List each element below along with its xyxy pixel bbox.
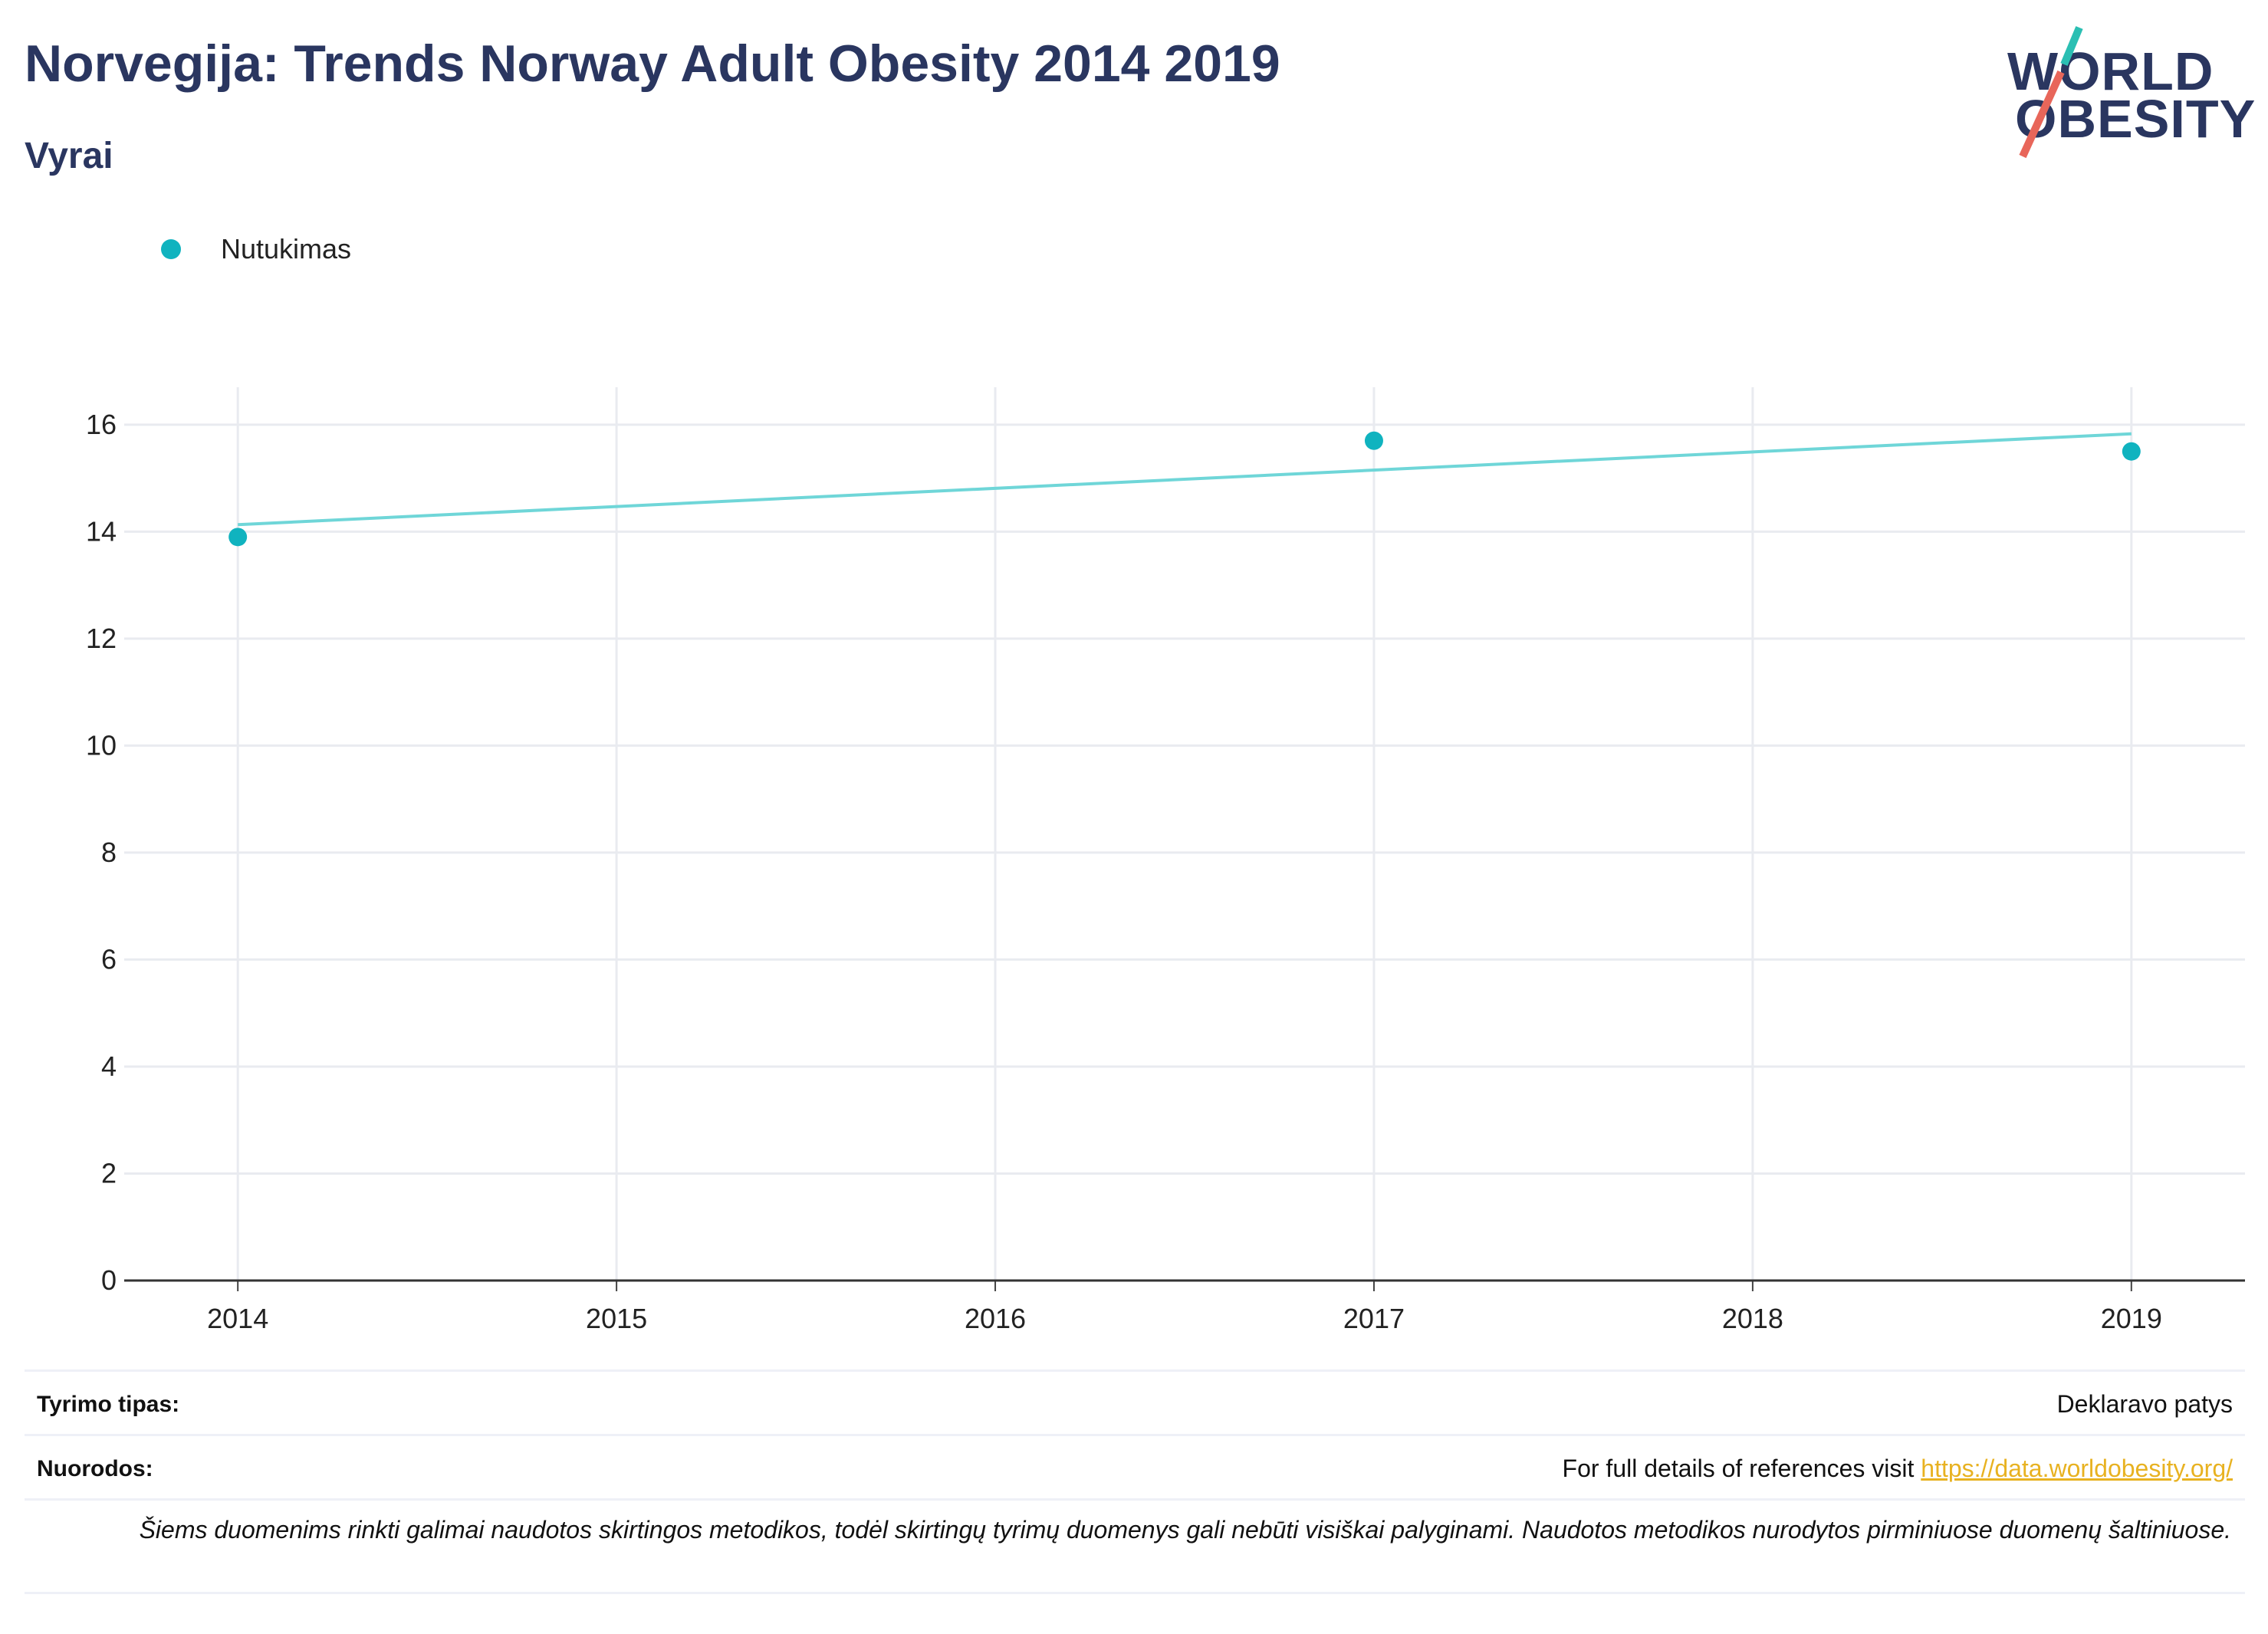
methodology-note: Šiems duomenims rinkti galimai naudotos …	[139, 1516, 2231, 1544]
x-tick-label: 2016	[965, 1303, 1026, 1334]
info-row-survey-type: Tyrimo tipas: Deklaravo patys	[25, 1369, 2245, 1435]
survey-type-value: Deklaravo patys	[2056, 1390, 2233, 1418]
bottom-divider	[25, 1592, 2245, 1594]
legend-label-nutukimas: Nutukimas	[221, 233, 352, 265]
logo-text-obesity: OBESITY	[2015, 89, 2256, 149]
y-tick-label: 16	[86, 409, 117, 440]
y-tick-label: 4	[101, 1050, 117, 1082]
trendline	[238, 432, 2132, 527]
y-tick-label: 2	[101, 1157, 117, 1189]
y-tick-label: 10	[86, 729, 117, 761]
y-tick-label: 8	[101, 837, 117, 868]
x-tick-label: 2015	[586, 1303, 647, 1334]
info-row-divider	[25, 1498, 2245, 1501]
world-obesity-logo[interactable]: WORLD OBESITY	[1994, 21, 2256, 167]
y-tick-label: 14	[86, 515, 117, 547]
references-text: For full details of references visit	[1562, 1455, 1915, 1482]
grid-lines	[124, 387, 2245, 1281]
data-point	[1364, 431, 1383, 450]
y-tick-label: 12	[86, 623, 117, 654]
y-tick-label: 0	[101, 1264, 117, 1296]
x-tick-label: 2019	[2101, 1303, 2162, 1334]
logo-text-world: WORLD	[2007, 41, 2214, 101]
axes	[124, 1279, 2245, 1291]
chart-plot-area: 0 2 4 6 8 10 12 14 16 2014 2015 2016 2017 2018 2019	[86, 387, 2245, 1334]
data-point	[228, 528, 248, 547]
info-row-references: Nuorodos: For full details of references…	[25, 1434, 2245, 1499]
references-link[interactable]: https://data.worldobesity.org/	[1921, 1455, 2233, 1482]
data-point	[2122, 442, 2141, 461]
trendline-layer	[238, 432, 2132, 527]
tick-labels: 0 2 4 6 8 10 12 14 16 2014 2015 2016 2017 2018 2019	[86, 409, 2162, 1334]
data-points	[228, 431, 2141, 547]
logo-slash-icon	[2019, 26, 2083, 159]
legend-marker-nutukimas	[161, 239, 181, 259]
survey-type-label: Tyrimo tipas:	[37, 1392, 180, 1417]
chart-subtitle: Vyrai	[25, 136, 113, 176]
x-tick-label: 2014	[207, 1303, 268, 1334]
references-value: For full details of references visit htt…	[1563, 1455, 2233, 1483]
references-label: Nuorodos:	[37, 1456, 153, 1481]
chart-title: Norvegija: Trends Norway Adult Obesity 2…	[25, 35, 1280, 93]
y-tick-label: 6	[101, 943, 117, 975]
x-tick-label: 2018	[1722, 1303, 1783, 1334]
x-tick-label: 2017	[1343, 1303, 1405, 1334]
